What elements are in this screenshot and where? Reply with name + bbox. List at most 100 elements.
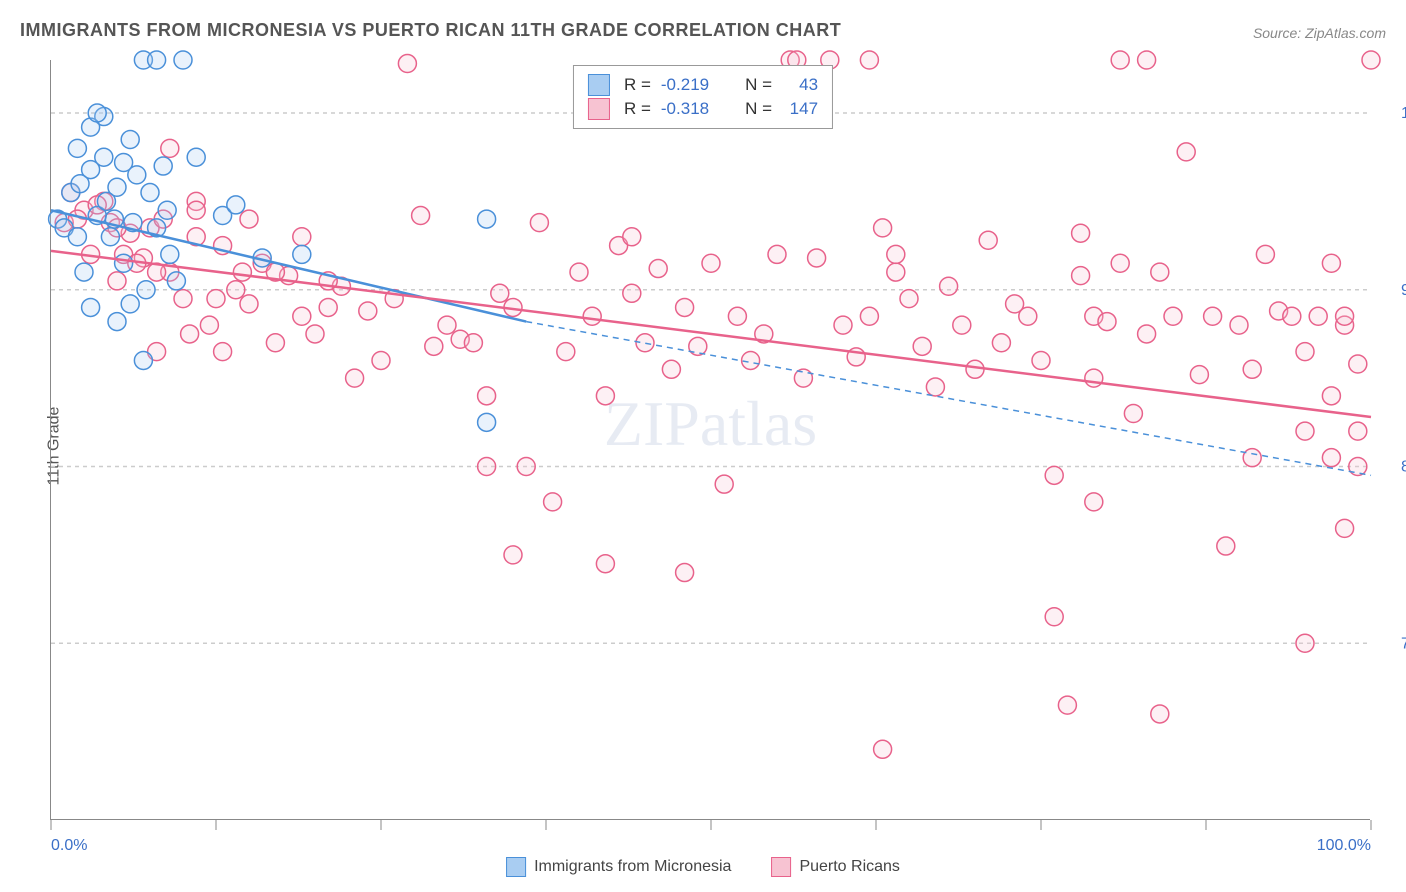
stats-legend-row-puerto_rican: R =-0.318N =147 [588,98,818,120]
data-point-micronesia [134,351,152,369]
n-value: 43 [782,75,818,95]
data-point-puerto_rican [293,228,311,246]
data-point-puerto_rican [887,245,905,263]
data-point-puerto_rican [1045,608,1063,626]
data-point-puerto_rican [425,337,443,355]
data-point-puerto_rican [1111,51,1129,69]
data-point-puerto_rican [1243,449,1261,467]
y-tick-label: 90.0% [1401,282,1406,299]
data-point-puerto_rican [860,307,878,325]
data-point-puerto_rican [1164,307,1182,325]
data-point-puerto_rican [596,387,614,405]
data-point-micronesia [174,51,192,69]
data-point-puerto_rican [1256,245,1274,263]
y-tick-label: 80.0% [1401,459,1406,476]
data-point-micronesia [158,201,176,219]
data-point-micronesia [71,175,89,193]
legend-swatch-micronesia [588,74,610,96]
data-point-puerto_rican [293,307,311,325]
data-point-puerto_rican [1138,51,1156,69]
data-point-puerto_rican [1336,519,1354,537]
data-point-puerto_rican [1362,51,1380,69]
chart-container: IMMIGRANTS FROM MICRONESIA VS PUERTO RIC… [0,0,1406,892]
data-point-micronesia [108,313,126,331]
data-point-puerto_rican [676,298,694,316]
data-point-micronesia [478,210,496,228]
y-tick-label: 70.0% [1401,635,1406,652]
data-point-puerto_rican [570,263,588,281]
data-point-puerto_rican [1296,634,1314,652]
data-point-puerto_rican [517,458,535,476]
r-value: -0.219 [661,75,709,95]
bottom-legend-item-micronesia: Immigrants from Micronesia [506,857,731,877]
data-point-puerto_rican [900,290,918,308]
stats-legend-row-micronesia: R =-0.219N =43 [588,74,818,96]
data-point-puerto_rican [240,210,258,228]
bottom-legend: Immigrants from Micronesia Puerto Ricans [506,857,900,877]
source-attribution: Source: ZipAtlas.com [1253,25,1386,41]
legend-swatch-micronesia [506,857,526,877]
data-point-puerto_rican [1151,263,1169,281]
data-point-puerto_rican [1296,343,1314,361]
data-point-micronesia [121,295,139,313]
data-point-puerto_rican [940,277,958,295]
data-point-puerto_rican [1283,307,1301,325]
plot-area: ZIPatlas 70.0%80.0%90.0%100.0%0.0%100.0% [50,60,1370,820]
data-point-micronesia [95,148,113,166]
x-tick-label: 0.0% [51,837,87,854]
data-point-puerto_rican [913,337,931,355]
data-point-puerto_rican [557,343,575,361]
data-point-micronesia [478,413,496,431]
data-point-puerto_rican [1058,696,1076,714]
data-point-puerto_rican [438,316,456,334]
data-point-puerto_rican [398,55,416,73]
data-point-puerto_rican [649,260,667,278]
data-point-puerto_rican [544,493,562,511]
data-point-micronesia [141,184,159,202]
y-tick-label: 100.0% [1401,105,1406,122]
data-point-micronesia [97,192,115,210]
data-point-puerto_rican [1019,307,1037,325]
data-point-puerto_rican [1349,422,1367,440]
data-point-puerto_rican [266,334,284,352]
data-point-puerto_rican [359,302,377,320]
data-point-puerto_rican [1230,316,1248,334]
r-value: -0.318 [661,99,709,119]
n-label: N = [745,75,772,95]
data-point-puerto_rican [768,245,786,263]
data-point-puerto_rican [187,201,205,219]
data-point-puerto_rican [207,290,225,308]
data-point-puerto_rican [504,546,522,564]
data-point-puerto_rican [860,51,878,69]
n-value: 147 [782,99,818,119]
n-label: N = [745,99,772,119]
data-point-puerto_rican [1322,449,1340,467]
data-point-puerto_rican [676,564,694,582]
data-point-puerto_rican [214,343,232,361]
data-point-puerto_rican [412,207,430,225]
data-point-puerto_rican [808,249,826,267]
data-point-puerto_rican [715,475,733,493]
data-point-puerto_rican [227,281,245,299]
data-point-puerto_rican [174,290,192,308]
data-point-puerto_rican [662,360,680,378]
bottom-legend-item-puerto_rican: Puerto Ricans [771,857,900,877]
data-point-puerto_rican [161,139,179,157]
data-point-puerto_rican [1204,307,1222,325]
data-point-puerto_rican [887,263,905,281]
data-point-puerto_rican [874,219,892,237]
data-point-puerto_rican [1111,254,1129,272]
data-point-puerto_rican [1045,466,1063,484]
data-point-puerto_rican [1296,422,1314,440]
data-point-puerto_rican [372,351,390,369]
data-point-puerto_rican [1032,351,1050,369]
data-point-puerto_rican [1085,493,1103,511]
data-point-puerto_rican [478,458,496,476]
data-point-micronesia [75,263,93,281]
plot-svg: 70.0%80.0%90.0%100.0%0.0%100.0% [51,60,1370,819]
data-point-micronesia [68,139,86,157]
stats-legend: R =-0.219N =43R =-0.318N =147 [573,65,833,129]
data-point-puerto_rican [992,334,1010,352]
data-point-puerto_rican [874,740,892,758]
data-point-puerto_rican [1243,360,1261,378]
